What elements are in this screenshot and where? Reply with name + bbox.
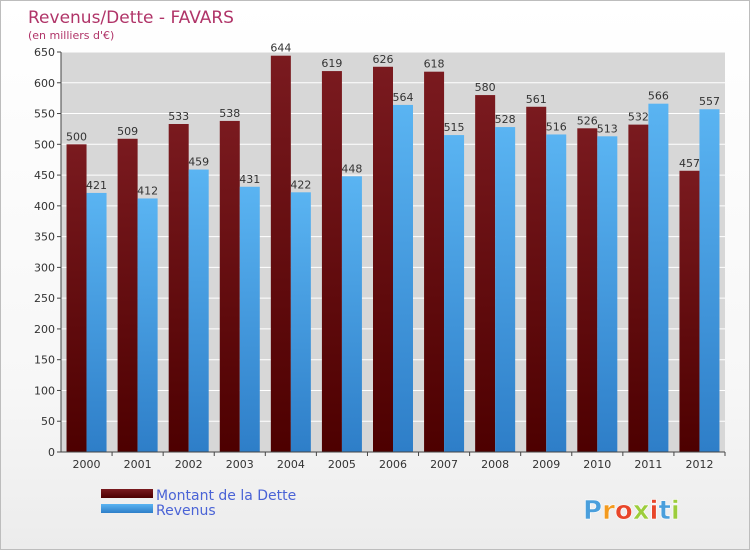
value-label-debt: 457 <box>679 157 700 170</box>
value-label-revenus: 515 <box>444 121 465 134</box>
bar-revenus <box>699 109 720 452</box>
bar-revenus <box>239 186 260 452</box>
value-label-debt: 538 <box>219 107 240 120</box>
value-label-revenus: 448 <box>341 162 362 175</box>
y-tick-label: 150 <box>34 354 55 367</box>
value-label-revenus: 422 <box>290 178 311 191</box>
x-tick-label: 2002 <box>175 458 203 471</box>
bar-revenus <box>341 176 362 453</box>
bar-revenus <box>393 104 413 452</box>
legend: Montant de la Dette Revenus <box>101 488 296 519</box>
value-label-revenus: 566 <box>648 90 669 103</box>
bar-revenus <box>290 192 311 453</box>
legend-swatch-revenus <box>101 504 153 513</box>
y-tick-label: 250 <box>34 292 55 305</box>
value-label-debt: 561 <box>526 93 547 106</box>
value-label-revenus: 421 <box>86 179 107 192</box>
y-tick-label: 350 <box>34 231 55 244</box>
value-label-debt: 618 <box>424 58 445 71</box>
y-tick-label: 600 <box>34 77 55 90</box>
chart-title: Revenus/Dette - FAVARS <box>28 8 234 28</box>
chart-subtitle: (en milliers d'€) <box>28 29 114 42</box>
x-axis-ticks: 2000 2001 2002 2003 2004 2005 2006 2007 2008 2009… <box>73 452 726 471</box>
bar-debt <box>66 144 87 453</box>
legend-label-revenus: Revenus <box>156 503 216 519</box>
bar-revenus <box>137 198 158 452</box>
proxiti-logo: Proxiti <box>583 496 680 527</box>
bar-revenus <box>546 134 567 452</box>
value-label-debt: 532 <box>628 111 649 124</box>
y-tick-label: 550 <box>34 108 55 121</box>
legend-swatch-debt <box>101 489 153 498</box>
value-label-revenus: 513 <box>597 122 618 135</box>
value-labels: 500 421 509 412 533 459 538 431 644 422 619 448 626 5… <box>66 42 720 198</box>
legend-label-debt: Montant de la Dette <box>156 488 296 504</box>
value-label-debt: 619 <box>321 57 342 70</box>
bar-debt <box>526 106 547 453</box>
bar-debt <box>679 170 700 452</box>
value-label-revenus: 459 <box>188 156 209 169</box>
y-tick-label: 100 <box>34 384 55 397</box>
x-tick-label: 2008 <box>481 458 509 471</box>
x-tick-label: 2009 <box>532 458 560 471</box>
value-label-debt: 626 <box>373 53 394 66</box>
value-label-revenus: 564 <box>393 91 414 104</box>
value-label-revenus: 516 <box>546 120 567 133</box>
x-tick-label: 2005 <box>328 458 356 471</box>
y-tick-label: 650 <box>34 46 55 59</box>
svg-text:Proxiti: Proxiti <box>583 496 680 526</box>
bar-revenus <box>86 192 107 452</box>
bar-debt <box>168 124 189 452</box>
bar-revenus <box>444 135 465 453</box>
bar-revenus <box>648 103 669 452</box>
bar-debt <box>117 138 138 452</box>
bar-debt <box>475 95 496 453</box>
bar-debt <box>219 120 240 452</box>
bar-debt <box>424 71 445 452</box>
y-tick-label: 0 <box>48 446 55 459</box>
y-tick-label: 50 <box>41 415 55 428</box>
value-label-debt: 644 <box>270 42 291 55</box>
value-label-debt: 526 <box>577 114 598 127</box>
x-tick-label: 2003 <box>226 458 254 471</box>
y-tick-label: 200 <box>34 323 55 336</box>
x-tick-label: 2007 <box>430 458 458 471</box>
bars <box>66 55 720 453</box>
x-tick-label: 2010 <box>583 458 611 471</box>
bar-debt <box>270 55 291 452</box>
y-axis-ticks: 0 50 100 150 200 250 300 350 400 450 500 550 600 650 <box>34 46 61 459</box>
x-tick-label: 2006 <box>379 458 407 471</box>
bar-revenus <box>495 127 516 453</box>
bar-debt <box>373 66 393 453</box>
x-tick-label: 2001 <box>124 458 152 471</box>
value-label-revenus: 431 <box>239 173 260 186</box>
bar-revenus <box>188 169 209 453</box>
value-label-revenus: 528 <box>495 113 516 126</box>
value-label-revenus: 412 <box>137 184 158 197</box>
x-tick-label: 2012 <box>685 458 713 471</box>
y-tick-label: 400 <box>34 200 55 213</box>
value-label-debt: 533 <box>168 110 189 123</box>
bar-debt <box>628 124 649 452</box>
value-label-revenus: 557 <box>699 95 720 108</box>
x-tick-label: 2011 <box>634 458 662 471</box>
value-label-debt: 500 <box>66 130 87 143</box>
x-tick-label: 2004 <box>277 458 305 471</box>
bar-debt <box>321 71 342 453</box>
value-label-debt: 580 <box>475 81 496 94</box>
bar-debt <box>577 128 598 453</box>
y-tick-label: 450 <box>34 169 55 182</box>
bar-revenus <box>597 136 618 453</box>
x-tick-label: 2000 <box>73 458 101 471</box>
y-tick-label: 300 <box>34 261 55 274</box>
value-label-debt: 509 <box>117 125 138 138</box>
y-tick-label: 500 <box>34 138 55 151</box>
